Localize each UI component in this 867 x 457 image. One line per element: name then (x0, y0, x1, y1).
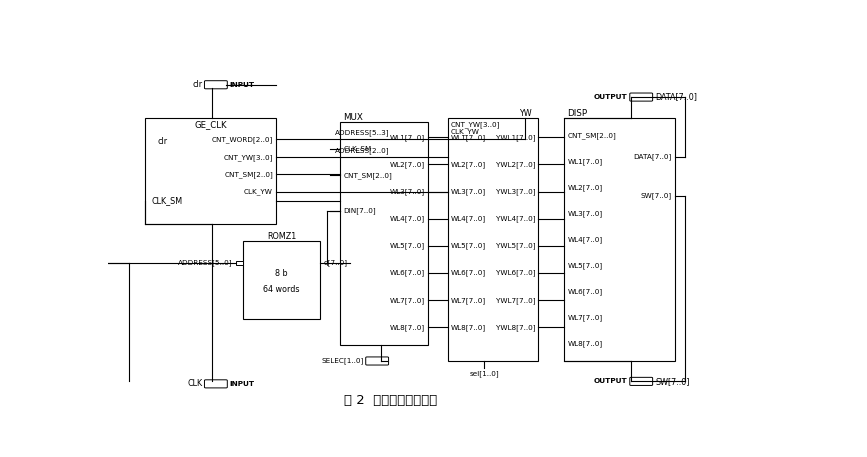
Text: SW[7..0]: SW[7..0] (641, 192, 671, 199)
Text: SELEC[1..0]: SELEC[1..0] (322, 358, 364, 364)
Text: CLK_YW: CLK_YW (451, 128, 480, 135)
Text: WL5[7..0]: WL5[7..0] (390, 243, 425, 249)
Text: WL6[7..0]: WL6[7..0] (451, 270, 486, 276)
Text: OUTPUT: OUTPUT (594, 378, 628, 384)
Text: DISP: DISP (567, 109, 588, 118)
Text: WL1[7..0]: WL1[7..0] (390, 134, 425, 141)
Text: 图 2  点阵控制器原理图: 图 2 点阵控制器原理图 (344, 394, 437, 407)
Text: clr: clr (157, 137, 167, 146)
Text: CNT_WORD[2..0]: CNT_WORD[2..0] (212, 136, 273, 143)
Bar (340, 122, 427, 345)
Text: WL8[7..0]: WL8[7..0] (567, 340, 603, 347)
Text: ADDRESS[5..3]: ADDRESS[5..3] (335, 130, 389, 136)
Text: WL4[7..0]: WL4[7..0] (390, 215, 425, 222)
Text: CLK_YW: CLK_YW (244, 189, 273, 196)
Text: WL8[7..0]: WL8[7..0] (451, 324, 486, 331)
Text: WL2[7..0]: WL2[7..0] (567, 184, 603, 191)
Text: WL4[7..0]: WL4[7..0] (567, 236, 603, 243)
Text: YW: YW (519, 109, 531, 118)
Text: WL6[7..0]: WL6[7..0] (567, 288, 603, 295)
Text: ADDRESS[2..0]: ADDRESS[2..0] (335, 148, 389, 154)
Text: DIN[7..0]: DIN[7..0] (343, 207, 376, 214)
Text: 8 b: 8 b (275, 269, 288, 278)
Text: CNT_YW[3..0]: CNT_YW[3..0] (224, 154, 273, 160)
Text: 64 words: 64 words (264, 285, 300, 294)
Text: ROMZ1: ROMZ1 (267, 232, 296, 240)
Text: YWL2[7..0]: YWL2[7..0] (496, 161, 536, 168)
Text: clr: clr (192, 80, 203, 89)
Bar (564, 118, 675, 361)
Text: WL5[7..0]: WL5[7..0] (451, 243, 486, 249)
Text: CNT_SM[2..0]: CNT_SM[2..0] (225, 171, 273, 177)
Bar (447, 118, 538, 361)
Text: WL7[7..0]: WL7[7..0] (567, 314, 603, 321)
Text: WL2[7..0]: WL2[7..0] (451, 161, 486, 168)
Text: YWL3[7..0]: YWL3[7..0] (496, 188, 536, 195)
Text: ADDRESS[5..0]: ADDRESS[5..0] (179, 260, 232, 266)
Text: CNT_YW[3..0]: CNT_YW[3..0] (451, 121, 500, 128)
Text: WL6[7..0]: WL6[7..0] (390, 270, 425, 276)
Text: WL7[7..0]: WL7[7..0] (451, 297, 486, 303)
Text: MUX: MUX (343, 113, 363, 122)
Text: OUTPUT: OUTPUT (594, 94, 628, 100)
Text: CLK_SM: CLK_SM (151, 196, 182, 205)
Text: YWL8[7..0]: YWL8[7..0] (496, 324, 536, 331)
Text: YWL5[7..0]: YWL5[7..0] (496, 243, 536, 249)
Text: CNT_SM[2..0]: CNT_SM[2..0] (567, 132, 616, 138)
Text: DATA[7..0]: DATA[7..0] (655, 93, 697, 101)
Text: WL8[7..0]: WL8[7..0] (390, 324, 425, 331)
Text: WL2[7..0]: WL2[7..0] (390, 161, 425, 168)
Text: WL1[7..0]: WL1[7..0] (567, 158, 603, 165)
Bar (236, 261, 243, 265)
Text: YWL7[7..0]: YWL7[7..0] (496, 297, 536, 303)
Text: CNT_SM[2..0]: CNT_SM[2..0] (343, 172, 392, 179)
Text: CLK: CLK (187, 379, 203, 388)
Text: YWL4[7..0]: YWL4[7..0] (496, 215, 536, 222)
Text: INPUT: INPUT (229, 381, 254, 387)
Text: YWL6[7..0]: YWL6[7..0] (496, 270, 536, 276)
FancyBboxPatch shape (205, 81, 227, 89)
FancyBboxPatch shape (366, 357, 388, 365)
Text: INPUT: INPUT (229, 82, 254, 88)
Text: WL3[7..0]: WL3[7..0] (390, 188, 425, 195)
Text: q[7..0]: q[7..0] (323, 260, 348, 266)
Bar (243, 241, 320, 319)
Text: WL5[7..0]: WL5[7..0] (567, 262, 603, 269)
Text: WL3[7..0]: WL3[7..0] (451, 188, 486, 195)
Text: WL3[7..0]: WL3[7..0] (567, 210, 603, 217)
Text: sel[1..0]: sel[1..0] (469, 370, 499, 377)
FancyBboxPatch shape (629, 93, 653, 101)
Text: WL7[7..0]: WL7[7..0] (390, 297, 425, 303)
Text: DATA[7..0]: DATA[7..0] (633, 154, 671, 160)
Bar (146, 118, 277, 224)
Text: YWL1[7..0]: YWL1[7..0] (496, 134, 536, 141)
Text: WL1[7..0]: WL1[7..0] (451, 134, 486, 141)
Text: WL4[7..0]: WL4[7..0] (451, 215, 486, 222)
FancyBboxPatch shape (629, 377, 653, 385)
Text: SW[7..0]: SW[7..0] (655, 377, 690, 386)
Text: GE_CLK: GE_CLK (194, 120, 227, 129)
FancyBboxPatch shape (205, 380, 227, 388)
Text: CLK_SM: CLK_SM (343, 145, 372, 152)
